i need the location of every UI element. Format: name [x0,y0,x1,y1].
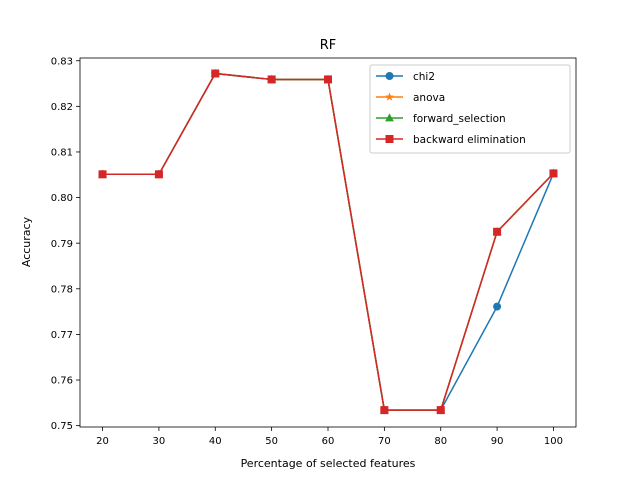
x-tick-label: 30 [153,436,166,447]
y-tick-label: 0.78 [51,284,73,295]
y-tick-label: 0.76 [51,376,73,387]
data-point-backward-elimination [436,406,445,415]
legend-marker-anova [385,92,394,101]
x-tick-label: 100 [544,436,563,447]
y-tick-label: 0.80 [51,193,73,204]
data-point-backward-elimination [98,170,107,179]
x-axis: 20 30 40 50 60 70 80 90 100 [96,427,563,447]
data-point-backward-elimination [549,169,558,178]
y-tick-label: 0.81 [51,148,73,159]
y-axis-title: Accuracy [20,216,33,267]
legend-label-anova: anova [413,92,445,104]
y-tick-label: 0.75 [51,421,73,432]
y-tick-label: 0.83 [51,56,73,67]
legend-label-forward-selection: forward_selection [413,113,506,125]
legend-label-chi2: chi2 [413,71,435,83]
series-layer [98,68,558,415]
x-tick-label: 40 [209,436,222,447]
data-point-backward-elimination [154,170,163,179]
y-tick-label: 0.79 [51,239,73,250]
data-point-chi2 [493,302,502,311]
x-tick-label: 90 [491,436,504,447]
y-tick-label: 0.77 [51,330,73,341]
x-tick-label: 20 [96,436,109,447]
y-tick-label: 0.82 [51,102,73,113]
legend-marker-forward-selection [385,113,394,122]
legend-marker-chi2 [385,72,394,80]
x-tick-label: 50 [265,436,278,447]
data-point-backward-elimination [211,69,220,78]
data-point-backward-elimination [380,406,389,415]
y-axis: 0.75 0.76 0.77 0.78 0.79 0.80 0.81 0.82 0.83 [51,56,80,432]
data-point-backward-elimination [267,75,276,84]
x-axis-title: Percentage of selected features [241,457,416,470]
chart-title: RF [320,38,337,53]
legend-label-backward-elimination: backward elimination [413,134,526,146]
legend: chi2 anova forward_selection backward elimi… [369,64,571,154]
legend-marker-backward-elimination [385,135,394,143]
legend-box [369,64,571,154]
x-tick-label: 70 [378,436,391,447]
x-tick-label: 60 [322,436,335,447]
data-point-backward-elimination [493,227,502,236]
data-point-backward-elimination [324,75,332,84]
x-tick-label: 80 [434,436,447,447]
